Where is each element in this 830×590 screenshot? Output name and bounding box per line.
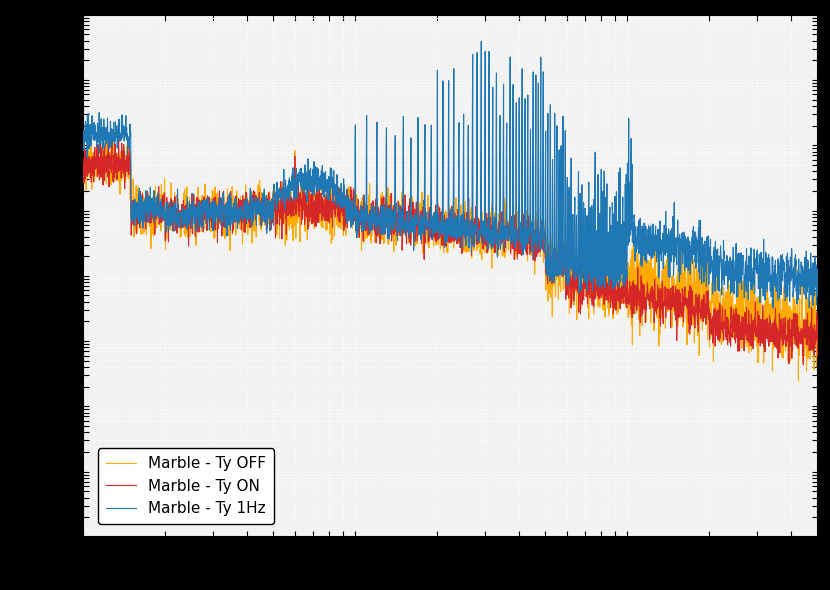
Marble - Ty ON [392, 232, 402, 239]
Marble - Ty OFF [392, 210, 402, 217]
Marble - Ty ON [78, 173, 88, 181]
Marble - Ty OFF [162, 209, 172, 217]
Marble - Ty 1Hz [78, 148, 88, 155]
Marble - Ty 1Hz [804, 304, 814, 312]
Legend: Marble - Ty OFF, Marble - Ty ON, Marble - Ty 1Hz: Marble - Ty OFF, Marble - Ty ON, Marble … [98, 448, 274, 524]
Line: Marble - Ty ON: Marble - Ty ON [83, 133, 818, 365]
Marble - Ty OFF [78, 156, 88, 163]
Line: Marble - Ty 1Hz: Marble - Ty 1Hz [83, 41, 818, 308]
Marble - Ty ON [798, 336, 808, 343]
Marble - Ty ON [720, 319, 730, 326]
Marble - Ty 1Hz [205, 202, 215, 209]
Marble - Ty OFF [206, 217, 216, 224]
Marble - Ty 1Hz [162, 222, 172, 229]
Marble - Ty ON [206, 203, 216, 210]
Marble - Ty 1Hz [720, 281, 730, 289]
Marble - Ty OFF [360, 206, 370, 213]
Marble - Ty 1Hz [813, 293, 823, 300]
Marble - Ty OFF [720, 307, 730, 314]
Marble - Ty 1Hz [798, 267, 808, 274]
Marble - Ty ON [798, 361, 808, 368]
Marble - Ty ON [162, 212, 172, 219]
Marble - Ty ON [813, 352, 823, 359]
Marble - Ty OFF [813, 336, 823, 343]
Marble - Ty 1Hz [476, 38, 486, 45]
Marble - Ty OFF [102, 133, 112, 140]
Marble - Ty ON [114, 129, 124, 136]
Marble - Ty OFF [798, 320, 808, 327]
Marble - Ty 1Hz [392, 227, 402, 234]
Marble - Ty OFF [793, 377, 803, 384]
Marble - Ty 1Hz [359, 225, 369, 232]
Marble - Ty ON [360, 206, 370, 213]
Line: Marble - Ty OFF: Marble - Ty OFF [83, 136, 818, 381]
